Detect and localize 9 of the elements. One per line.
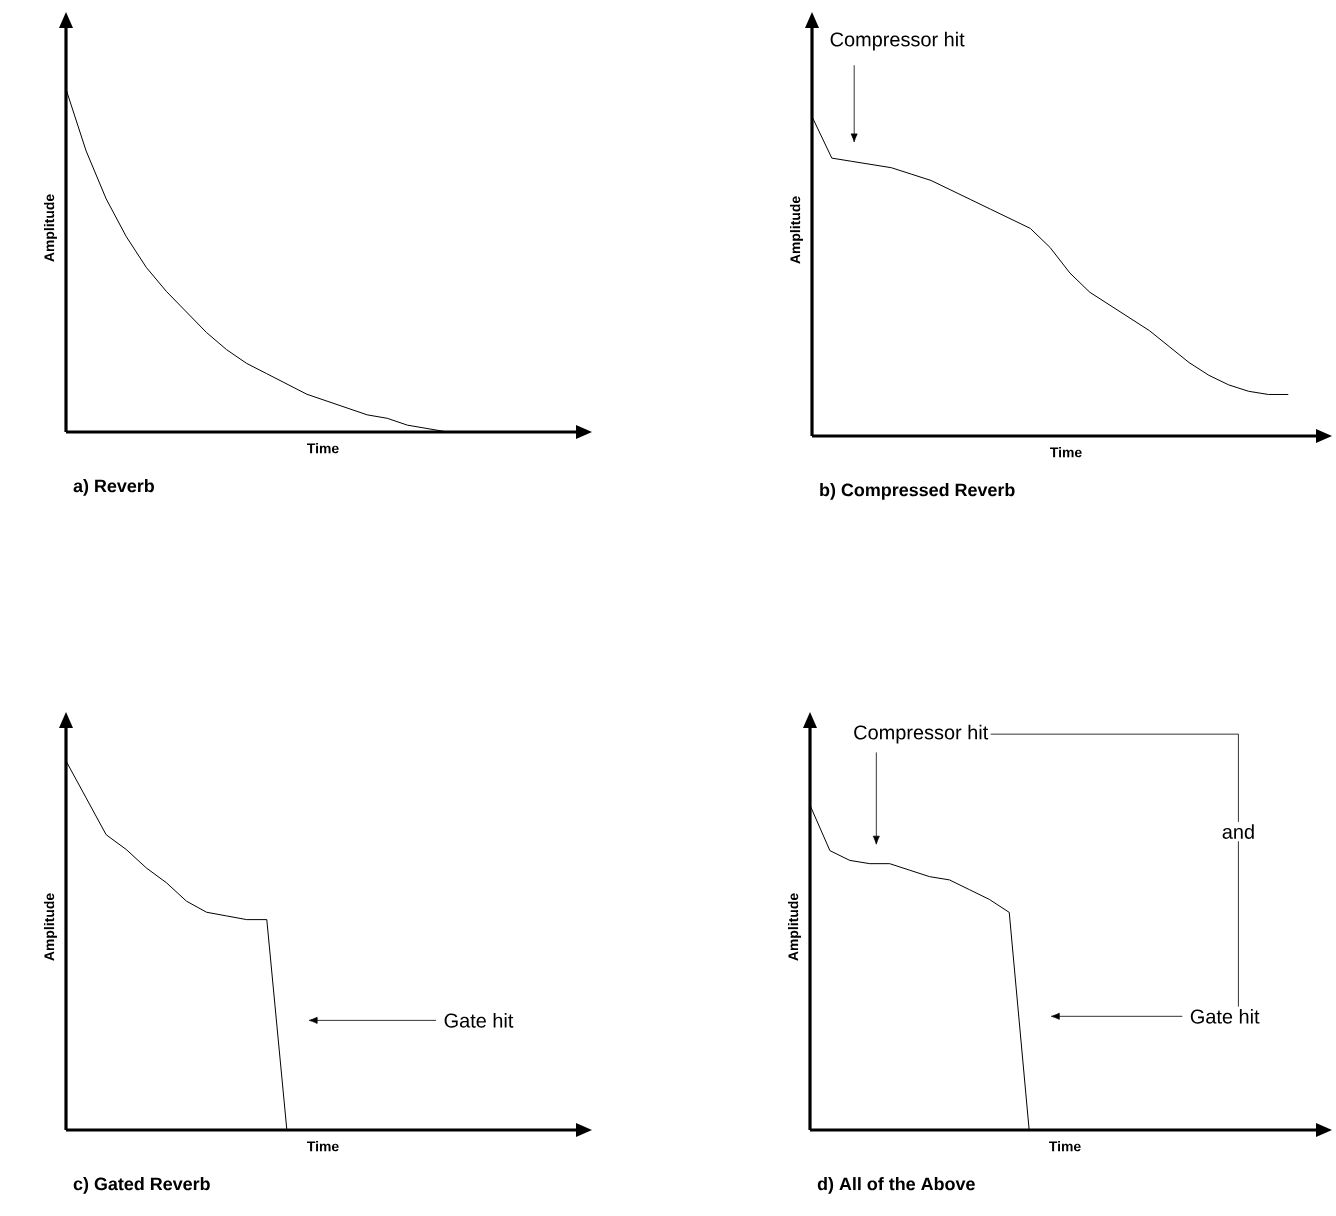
text: c) Gated Reverb [73,1177,210,1194]
text: b) Compressed Reverb [820,483,1015,500]
text: Compressor hit [854,724,989,744]
text: Compressor hit [830,31,965,51]
text: a) Reverb [73,479,154,496]
annotation: and [1222,824,1254,839]
annotation: Gate hit [1190,1009,1260,1024]
text: d) All of the Above [817,1177,975,1194]
annotation: Gate hit [444,1013,514,1028]
